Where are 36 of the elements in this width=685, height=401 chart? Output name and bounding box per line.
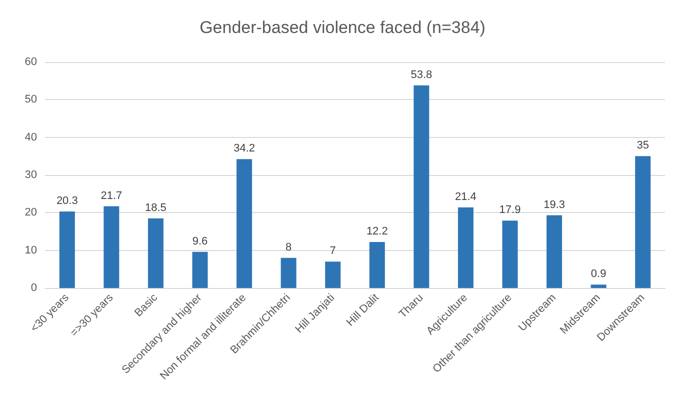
data-label: 53.8 xyxy=(410,68,432,81)
bar xyxy=(546,215,562,288)
y-tick-label: 30 xyxy=(24,169,37,181)
bar xyxy=(502,220,518,288)
data-label: 0.9 xyxy=(590,268,606,280)
y-tick-label: 0 xyxy=(30,282,37,294)
y-tick-label: 40 xyxy=(24,131,37,144)
y-tick-label: 60 xyxy=(24,56,37,68)
bar xyxy=(414,85,430,288)
chart-title: Gender-based violence faced (n=384) xyxy=(200,18,486,37)
bar xyxy=(369,242,385,288)
data-label: 20.3 xyxy=(56,195,78,208)
bar xyxy=(104,206,120,288)
bar xyxy=(635,156,651,288)
data-label: 9.6 xyxy=(192,235,208,248)
data-label: 21.4 xyxy=(455,190,476,203)
data-label: 35 xyxy=(636,140,649,152)
data-label: 19.3 xyxy=(544,198,565,211)
data-label: 17.9 xyxy=(499,204,521,216)
data-label: 7 xyxy=(330,245,336,258)
y-tick-label: 10 xyxy=(24,244,37,256)
data-label: 8 xyxy=(286,241,292,254)
bar xyxy=(325,262,341,288)
bar xyxy=(236,159,252,288)
bar xyxy=(590,284,606,288)
data-label: 18.5 xyxy=(145,202,166,214)
data-label: 12.2 xyxy=(366,226,388,238)
bar xyxy=(280,258,296,288)
y-tick-label: 50 xyxy=(24,94,37,106)
data-label: 21.7 xyxy=(100,190,122,202)
bar xyxy=(59,212,75,288)
bar xyxy=(192,252,208,288)
y-tick-label: 20 xyxy=(24,206,37,219)
bar xyxy=(148,218,164,288)
bar xyxy=(458,207,474,288)
data-label: 34.2 xyxy=(234,142,255,155)
